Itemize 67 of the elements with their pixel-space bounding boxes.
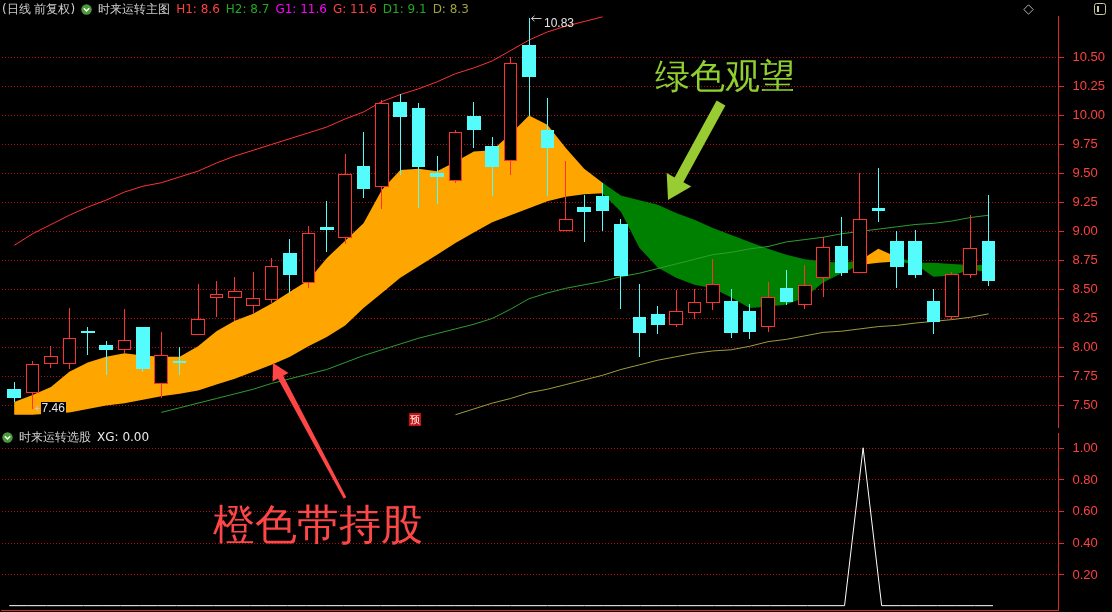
candlestick <box>44 345 58 368</box>
candlestick <box>80 327 95 355</box>
candlestick <box>393 94 408 176</box>
candlestick <box>779 270 794 306</box>
candlestick <box>467 102 481 149</box>
annotation: 橙色带持股 <box>213 500 423 549</box>
chart-title: (日线 前复权) <box>2 2 76 16</box>
candlestick <box>871 168 886 222</box>
y-tick-label: 9.50 <box>1072 164 1098 180</box>
y-tick-label: 8.50 <box>1072 280 1098 296</box>
candlestick <box>7 381 21 403</box>
y-tick-label: 1.00 <box>1072 440 1098 456</box>
y-tick-label: 0.60 <box>1072 503 1098 519</box>
text: G: 11.6 <box>332 2 377 16</box>
y-tick-label: 7.50 <box>1072 396 1098 412</box>
candlestick <box>485 137 500 196</box>
y-tick-label: 9.75 <box>1072 135 1098 151</box>
y-tick-label: 0.40 <box>1072 535 1098 551</box>
text: G1: 11.6 <box>275 2 327 16</box>
candlestick <box>926 288 941 335</box>
candlestick <box>191 284 205 336</box>
annotation: 绿色观望 <box>655 56 795 96</box>
candlestick <box>172 346 187 375</box>
candlestick <box>99 341 113 375</box>
y-tick-label: 9.25 <box>1072 193 1098 209</box>
y-tick-label: 10.00 <box>1072 106 1106 122</box>
text: H1: 8.6 <box>176 2 220 16</box>
line-series <box>13 16 604 246</box>
text: D1: 9.1 <box>382 2 427 16</box>
chart-title: 时来运转选股 <box>19 430 91 444</box>
annotation: 7.46 <box>40 401 66 416</box>
annotation: 预 <box>409 413 421 426</box>
y-tick-label: 0.80 <box>1072 471 1098 487</box>
text: D: 8.3 <box>432 2 469 16</box>
candlestick <box>669 290 683 328</box>
annotation: 10.83 <box>543 15 576 30</box>
candlestick <box>246 271 261 315</box>
y-tick-label: 10.50 <box>1072 48 1106 64</box>
candlestick <box>356 132 371 199</box>
y-tick-label: 10.25 <box>1072 77 1106 93</box>
y-tick-label: 8.75 <box>1072 251 1098 267</box>
candlestick <box>577 195 591 243</box>
y-tick-label: 7.75 <box>1072 367 1098 383</box>
candlestick <box>706 258 720 310</box>
candlestick <box>595 183 610 231</box>
y-tick-label: 0.20 <box>1072 566 1098 582</box>
candlestick <box>742 304 757 339</box>
candlestick <box>209 280 224 317</box>
candlestick <box>540 97 555 196</box>
candlestick <box>632 284 647 358</box>
y-tick-label: 8.25 <box>1072 309 1098 325</box>
text: H2: 8.7 <box>225 2 270 16</box>
chart-subtitle: 时来运转主图 <box>98 2 171 16</box>
candlestick <box>283 239 297 294</box>
candlestick <box>319 200 334 252</box>
line-series <box>454 313 990 416</box>
candlestick <box>797 264 812 309</box>
y-tick-label: 8.00 <box>1072 338 1098 354</box>
candlestick <box>650 306 665 335</box>
line-series <box>160 214 990 413</box>
candlestick <box>228 277 242 322</box>
candlestick <box>687 288 702 319</box>
candlestick <box>430 155 444 205</box>
y-tick-label: 9.00 <box>1072 222 1098 238</box>
candlestick <box>558 161 573 231</box>
annotation: XG: 0.00 <box>97 430 150 444</box>
candlestick <box>117 308 132 353</box>
